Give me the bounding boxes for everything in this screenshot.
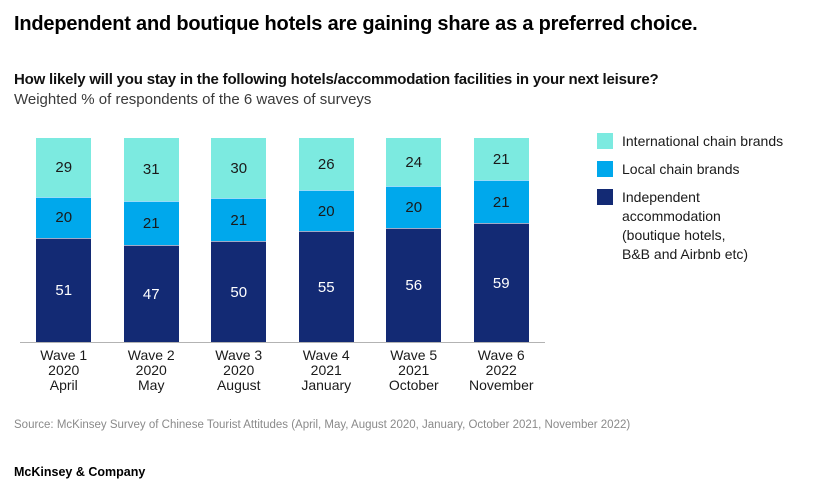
legend-label: International chain brands [622, 133, 784, 149]
legend-swatch [597, 161, 613, 177]
bar-segment: 30 [211, 138, 267, 198]
bar-segment: 20 [386, 186, 442, 228]
bar-segment: 29 [36, 138, 92, 197]
bar-value-label: 21 [230, 211, 248, 229]
stacked-bar: 29 20 51 [36, 138, 92, 342]
stacked-bar: 30 21 50 [211, 138, 267, 342]
bar-value-label: 30 [230, 159, 248, 177]
legend-item: International chain brands [597, 132, 817, 151]
bar-segment: 20 [298, 190, 354, 231]
bar-segment: 47 [123, 245, 179, 342]
stacked-bar: 21 21 59 [473, 138, 529, 342]
bar-value-label: 29 [55, 158, 73, 176]
x-axis-label: Wave 6 2022 November [468, 347, 534, 393]
bar-value-label: 21 [142, 215, 160, 233]
bar-segment: 26 [298, 138, 354, 190]
bar-value-label: 20 [55, 209, 73, 227]
bar-column: 26 20 55 [283, 138, 371, 342]
legend-item: Local chain brands [597, 160, 817, 179]
bar-value-label: 20 [317, 202, 335, 220]
bar-value-label: 21 [492, 150, 510, 168]
bar-segment: 56 [386, 227, 442, 343]
bar-segment: 50 [211, 241, 267, 342]
legend-swatch [597, 189, 613, 205]
bar-value-label: 24 [405, 153, 423, 171]
bar-value-label: 47 [142, 285, 160, 303]
stacked-bar: 31 21 47 [123, 138, 179, 342]
bar-column: 21 21 59 [458, 138, 546, 342]
exhibit-unit-note: Weighted % of respondents of the 6 waves… [14, 91, 372, 108]
bar-column: 29 20 51 [20, 138, 108, 342]
bar-segment: 55 [298, 231, 354, 342]
bar-segment: 31 [123, 138, 179, 202]
bar-chart: 29 20 51 31 21 47 30 21 50 26 20 55 24 20 56 21 21 59 [20, 138, 545, 343]
stacked-bar: 26 20 55 [298, 138, 354, 342]
x-axis-label: Wave 4 2021 January [301, 347, 352, 393]
legend-swatch [597, 133, 613, 149]
x-axis-labels: Wave 1 2020 April Wave 2 2020 May Wave 3 2… [20, 348, 545, 393]
bar-value-label: 50 [230, 283, 248, 301]
bar-segment: 51 [36, 237, 92, 342]
bar-value-label: 59 [492, 274, 510, 292]
page-title: Independent and boutique hotels are gain… [14, 13, 698, 35]
x-axis-label: Wave 1 2020 April [40, 347, 88, 393]
source-note: Source: McKinsey Survey of Chinese Touri… [14, 419, 631, 431]
bar-column: 30 21 50 [195, 138, 283, 342]
x-axis-label: Wave 5 2021 October [388, 347, 439, 393]
exhibit-question: How likely will you stay in the followin… [14, 71, 659, 88]
legend-label: Independent accommodation (boutique hote… [622, 189, 749, 262]
bar-segment: 59 [473, 223, 529, 342]
bar-value-label: 21 [492, 193, 510, 211]
bar-value-label: 55 [317, 278, 335, 296]
bar-segment: 24 [386, 138, 442, 187]
x-axis-label: Wave 3 2020 August [215, 347, 263, 393]
bar-value-label: 20 [405, 199, 423, 217]
legend-item: Independent accommodation (boutique hote… [597, 188, 817, 264]
bar-value-label: 26 [317, 155, 335, 173]
bar-segment: 21 [473, 180, 529, 223]
stacked-bar: 24 20 56 [386, 138, 442, 343]
bar-segment: 21 [123, 201, 179, 246]
bar-value-label: 56 [405, 276, 423, 294]
bar-segment: 20 [36, 196, 92, 238]
bar-column: 31 21 47 [108, 138, 196, 342]
bar-segment: 21 [473, 138, 529, 180]
bar-column: 24 20 56 [370, 138, 458, 343]
bar-value-label: 51 [55, 281, 73, 299]
mckinsey-wordmark: McKinsey & Company [14, 465, 146, 479]
legend-label: Local chain brands [622, 161, 740, 177]
x-axis-label: Wave 2 2020 May [127, 347, 175, 393]
legend: International chain brands Local chain br… [597, 132, 817, 273]
bar-value-label: 31 [142, 161, 160, 179]
bar-segment: 21 [211, 198, 267, 241]
